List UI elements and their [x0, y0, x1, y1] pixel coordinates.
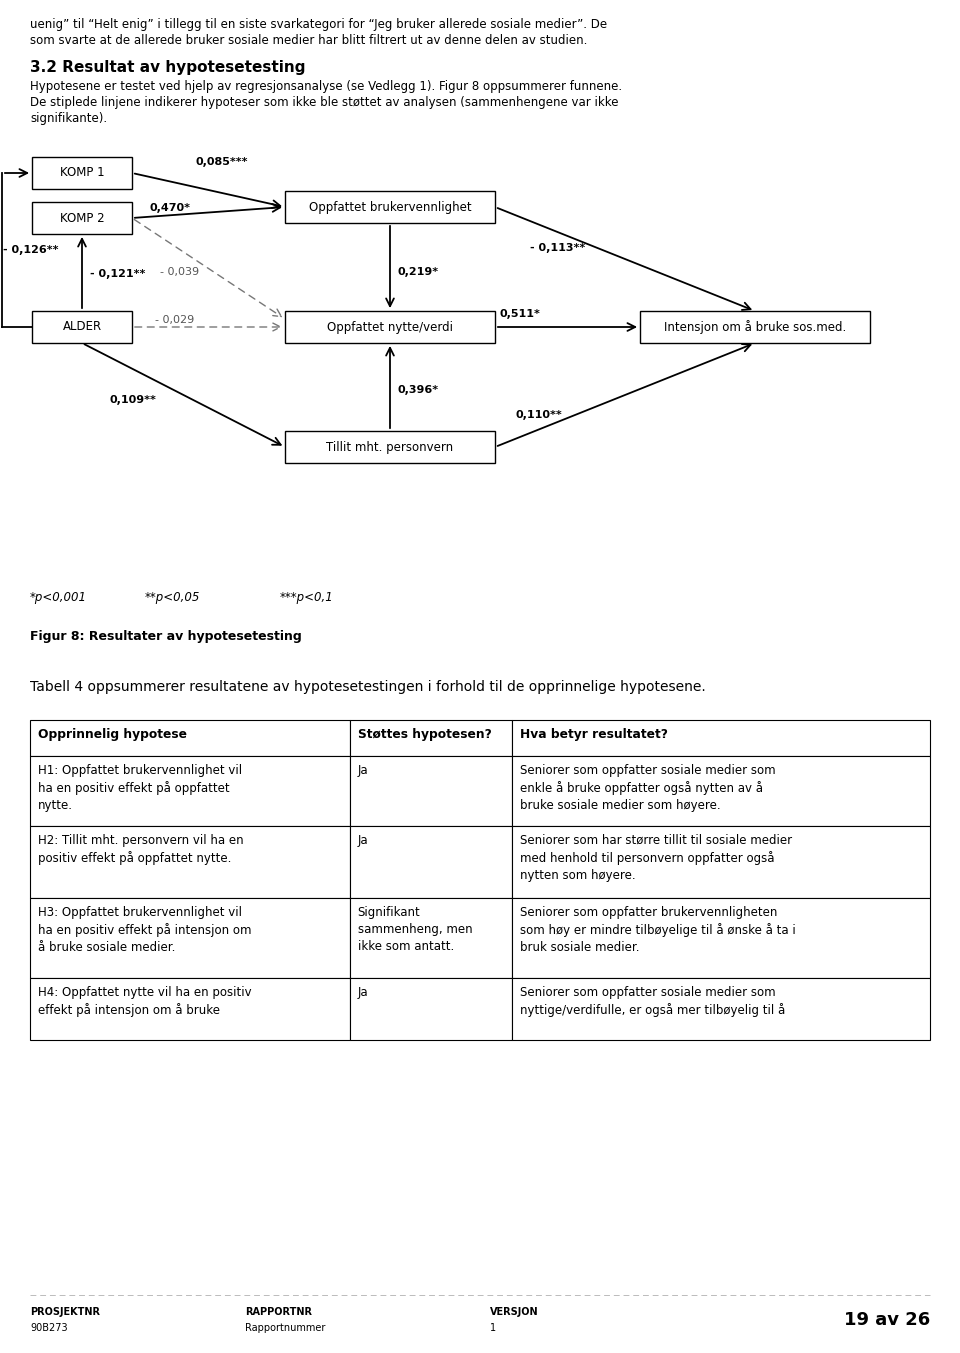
Text: Rapportnummer: Rapportnummer [245, 1323, 325, 1333]
Text: VERSJON: VERSJON [490, 1307, 539, 1316]
FancyBboxPatch shape [30, 825, 349, 898]
Text: **p<0,05: **p<0,05 [145, 591, 201, 605]
Text: Signifikant
sammenheng, men
ikke som antatt.: Signifikant sammenheng, men ikke som ant… [357, 907, 472, 953]
Text: Oppfattet brukervennlighet: Oppfattet brukervennlighet [309, 200, 471, 214]
Text: *p<0,001: *p<0,001 [30, 591, 87, 605]
Text: Ja: Ja [357, 833, 368, 847]
Text: Tillit mht. personvern: Tillit mht. personvern [326, 441, 453, 453]
Text: Ja: Ja [357, 764, 368, 777]
Text: Figur 8: Resultater av hypotesetesting: Figur 8: Resultater av hypotesetesting [30, 630, 301, 643]
FancyBboxPatch shape [285, 432, 495, 463]
Text: H2: Tillit mht. personvern vil ha en
positiv effekt på oppfattet nytte.: H2: Tillit mht. personvern vil ha en pos… [38, 833, 244, 866]
FancyBboxPatch shape [349, 898, 512, 978]
Text: 0,109**: 0,109** [110, 395, 156, 405]
FancyBboxPatch shape [32, 157, 132, 189]
Text: 1: 1 [490, 1323, 496, 1333]
Text: H4: Oppfattet nytte vil ha en positiv
effekt på intensjon om å bruke: H4: Oppfattet nytte vil ha en positiv ef… [38, 986, 252, 1017]
FancyBboxPatch shape [512, 898, 930, 978]
FancyBboxPatch shape [349, 720, 512, 756]
Text: 3.2 Resultat av hypotesetesting: 3.2 Resultat av hypotesetesting [30, 60, 305, 74]
FancyBboxPatch shape [30, 978, 349, 1040]
Text: Hva betyr resultatet?: Hva betyr resultatet? [519, 728, 667, 741]
FancyBboxPatch shape [30, 898, 349, 978]
Text: Ja: Ja [357, 986, 368, 999]
FancyBboxPatch shape [30, 720, 349, 756]
Text: H3: Oppfattet brukervennlighet vil
ha en positiv effekt på intensjon om
å bruke : H3: Oppfattet brukervennlighet vil ha en… [38, 907, 252, 954]
Text: signifikante).: signifikante). [30, 112, 108, 124]
Text: Hypotesene er testet ved hjelp av regresjonsanalyse (se Vedlegg 1). Figur 8 opps: Hypotesene er testet ved hjelp av regres… [30, 80, 622, 93]
Text: 0,511*: 0,511* [500, 308, 540, 319]
Text: 0,470*: 0,470* [150, 203, 191, 212]
Text: - 0,113**: - 0,113** [530, 244, 586, 253]
Text: som svarte at de allerede bruker sosiale medier har blitt filtrert ut av denne d: som svarte at de allerede bruker sosiale… [30, 34, 588, 47]
FancyBboxPatch shape [32, 311, 132, 344]
Text: Seniorer som oppfatter sosiale medier som
nyttige/verdifulle, er også mer tilbøy: Seniorer som oppfatter sosiale medier so… [519, 986, 784, 1017]
Text: uenig” til “Helt enig” i tillegg til en siste svarkategori for “Jeg bruker aller: uenig” til “Helt enig” i tillegg til en … [30, 18, 607, 31]
Text: ***p<0,1: ***p<0,1 [280, 591, 334, 605]
FancyBboxPatch shape [30, 756, 349, 825]
Text: - 0,121**: - 0,121** [90, 269, 145, 279]
Text: Støttes hypotesen?: Støttes hypotesen? [357, 728, 492, 741]
Text: 90B273: 90B273 [30, 1323, 67, 1333]
FancyBboxPatch shape [512, 978, 930, 1040]
Text: - 0,029: - 0,029 [155, 315, 194, 325]
Text: 0,219*: 0,219* [397, 267, 438, 277]
Text: Intensjon om å bruke sos.med.: Intensjon om å bruke sos.med. [664, 321, 846, 334]
Text: 0,085***: 0,085*** [195, 157, 248, 166]
FancyBboxPatch shape [349, 825, 512, 898]
FancyBboxPatch shape [32, 202, 132, 234]
Text: Tabell 4 oppsummerer resultatene av hypotesetestingen i forhold til de opprinnel: Tabell 4 oppsummerer resultatene av hypo… [30, 681, 706, 694]
Text: De stiplede linjene indikerer hypoteser som ikke ble støttet av analysen (sammen: De stiplede linjene indikerer hypoteser … [30, 96, 618, 110]
Text: KOMP 1: KOMP 1 [60, 166, 105, 180]
FancyBboxPatch shape [512, 720, 930, 756]
FancyBboxPatch shape [349, 978, 512, 1040]
Text: 0,396*: 0,396* [397, 386, 438, 395]
Text: H1: Oppfattet brukervennlighet vil
ha en positiv effekt på oppfattet
nytte.: H1: Oppfattet brukervennlighet vil ha en… [38, 764, 242, 812]
FancyBboxPatch shape [285, 311, 495, 344]
FancyBboxPatch shape [512, 825, 930, 898]
FancyBboxPatch shape [640, 311, 870, 344]
FancyBboxPatch shape [349, 756, 512, 825]
Text: 0,110**: 0,110** [515, 410, 562, 419]
Text: KOMP 2: KOMP 2 [60, 211, 105, 225]
Text: 19 av 26: 19 av 26 [844, 1311, 930, 1329]
Text: ALDER: ALDER [62, 321, 102, 333]
Text: Seniorer som har større tillit til sosiale medier
med henhold til personvern opp: Seniorer som har større tillit til sosia… [519, 833, 792, 882]
Text: - 0,039: - 0,039 [160, 267, 199, 277]
Text: Oppfattet nytte/verdi: Oppfattet nytte/verdi [327, 321, 453, 333]
FancyBboxPatch shape [512, 756, 930, 825]
Text: Seniorer som oppfatter brukervennligheten
som høy er mindre tilbøyelige til å øn: Seniorer som oppfatter brukervennlighete… [519, 907, 795, 954]
Text: - 0,126**: - 0,126** [3, 245, 59, 254]
Text: Opprinnelig hypotese: Opprinnelig hypotese [38, 728, 187, 741]
Text: PROSJEKTNR: PROSJEKTNR [30, 1307, 100, 1316]
Text: Seniorer som oppfatter sosiale medier som
enkle å bruke oppfatter også nytten av: Seniorer som oppfatter sosiale medier so… [519, 764, 775, 812]
Text: RAPPORTNR: RAPPORTNR [245, 1307, 312, 1316]
FancyBboxPatch shape [285, 191, 495, 223]
